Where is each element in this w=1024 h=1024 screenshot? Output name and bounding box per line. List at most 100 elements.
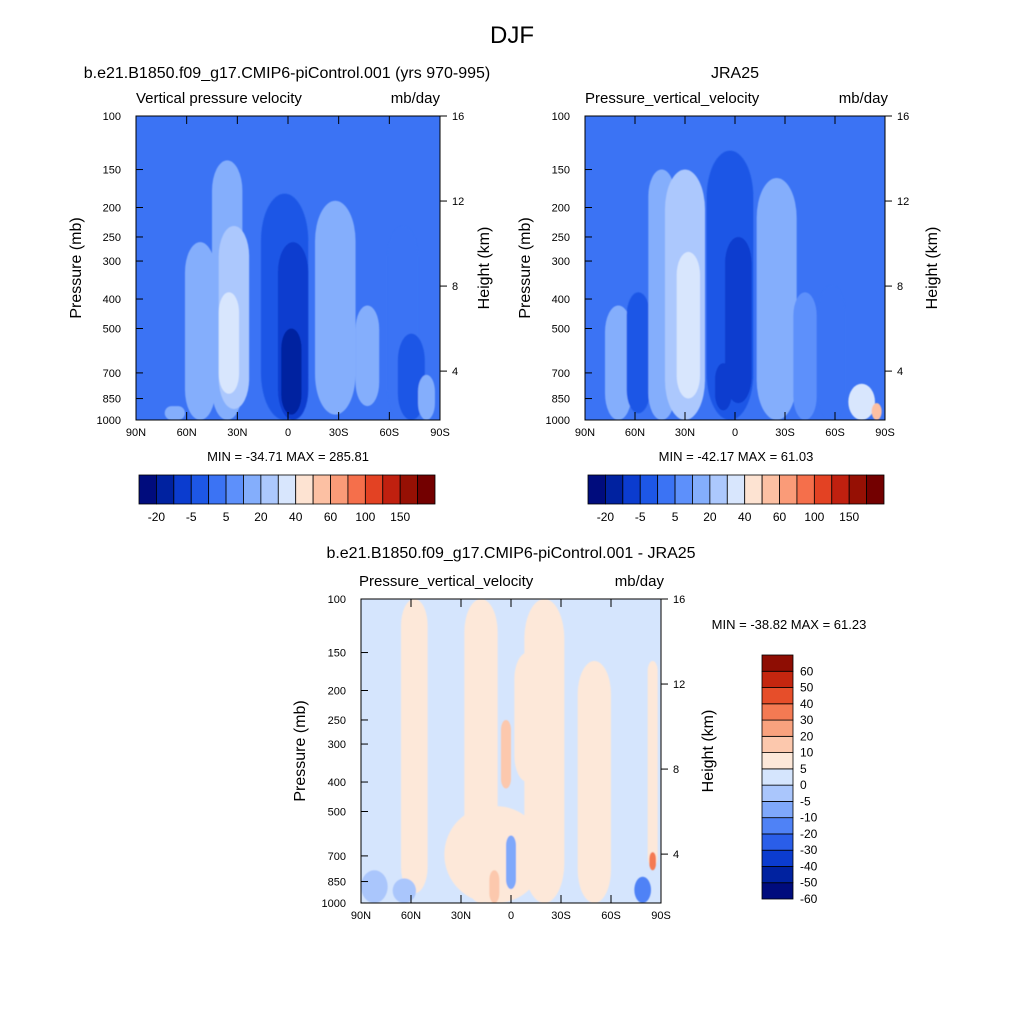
x-tick-label: 60N: [177, 427, 197, 439]
contour-feature: [506, 835, 516, 890]
y-tick-label: 400: [328, 777, 346, 789]
y-tick-label: 100: [328, 594, 346, 606]
panel-model: b.e21.B1850.f09_g17.CMIP6-piControl.001 …: [68, 65, 493, 524]
contour-feature: [725, 236, 752, 404]
colorbar-label: 100: [355, 510, 375, 524]
colorbar-box: [761, 882, 794, 900]
y-right-tick-label: 4: [897, 366, 903, 378]
colorbar-box: [761, 768, 794, 786]
y-tick-label: 850: [552, 394, 570, 406]
y-tick-label: 200: [552, 203, 570, 215]
contour-feature: [514, 652, 541, 783]
colorbar-box: [156, 474, 175, 505]
colorbar-box: [761, 752, 794, 770]
y-tick-label: 100: [552, 111, 570, 123]
contour-feature: [361, 870, 388, 903]
y-tick-label: 300: [328, 739, 346, 751]
colorbar-box: [761, 817, 794, 835]
contour-feature: [605, 305, 632, 420]
colorbar-label: -20: [148, 510, 166, 524]
colorbar-box: [831, 474, 850, 505]
min-max-stats: MIN = -34.71 MAX = 285.81: [207, 449, 369, 464]
contour-field: 90N 60N 30N 0 30S 60S 90S 100 150 200 250 300 400 500…: [322, 594, 686, 922]
colorbar-label: 100: [804, 510, 824, 524]
colorbar-box: [726, 474, 746, 505]
contour-feature: [489, 870, 500, 903]
y-axis-right-label: Height (km): [700, 710, 717, 793]
x-tick-label: 60N: [625, 427, 645, 439]
variable-label: Pressure_vertical_velocity: [585, 90, 760, 107]
y-axis-right-label: Height (km): [924, 227, 941, 310]
y-tick-label: 1000: [546, 415, 570, 427]
colorbar-label: 20: [703, 510, 717, 524]
units-label: mb/day: [391, 90, 441, 107]
colorbar-box: [848, 474, 867, 505]
y-tick-label: 200: [103, 203, 121, 215]
colorbar-box: [761, 833, 794, 851]
y-tick-label: 500: [328, 806, 346, 818]
colorbar-box: [761, 687, 794, 705]
y-right-tick-label: 16: [897, 111, 909, 123]
colorbar-box: [277, 474, 297, 505]
colorbar-box: [399, 474, 418, 505]
x-tick-label: 30S: [775, 427, 795, 439]
contour-feature: [315, 200, 356, 415]
colorbar-box: [639, 474, 659, 505]
contour-feature: [871, 403, 882, 420]
y-axis-label: Pressure (mb): [517, 217, 534, 318]
contour-feature: [418, 374, 435, 420]
colorbar-label: 60: [773, 510, 787, 524]
variable-label: Vertical pressure velocity: [136, 90, 302, 107]
y-tick-label: 400: [552, 294, 570, 306]
colorbar-box: [709, 474, 728, 505]
colorbar-label: -40: [800, 859, 818, 873]
y-tick-label: 150: [328, 648, 346, 660]
colorbar-label: 50: [800, 681, 814, 695]
colorbar-label: -5: [186, 510, 197, 524]
x-tick-label: 60S: [825, 427, 845, 439]
colorbar-label: 5: [800, 762, 807, 776]
panel-title: b.e21.B1850.f09_g17.CMIP6-piControl.001 …: [326, 545, 695, 562]
y-tick-label: 300: [552, 256, 570, 268]
contour-feature: [392, 878, 416, 903]
contour-feature: [848, 383, 875, 420]
colorbar-box: [761, 784, 794, 802]
y-tick-label: 500: [552, 323, 570, 335]
y-tick-label: 250: [328, 715, 346, 727]
colorbar-box: [761, 849, 794, 867]
panel-title: JRA25: [711, 65, 759, 82]
contour-feature: [649, 852, 656, 871]
colorbar-box: [657, 474, 676, 505]
colorbar-label: 60: [324, 510, 338, 524]
colorbar-box: [692, 474, 711, 505]
colorbar-box: [382, 474, 401, 505]
contour-feature: [444, 806, 545, 903]
colorbar-box: [587, 474, 606, 505]
y-axis-right-label: Height (km): [476, 227, 493, 310]
colorbar-box: [347, 474, 366, 505]
contour-feature: [281, 328, 302, 415]
y-right-tick-label: 4: [452, 366, 458, 378]
colorbar-box: [761, 866, 794, 884]
colorbar-box: [417, 474, 436, 505]
colorbar-box: [813, 474, 833, 505]
y-tick-label: 700: [103, 368, 121, 380]
colorbar-box: [173, 474, 192, 505]
x-tick-label: 30N: [451, 910, 471, 922]
y-tick-label: 100: [103, 111, 121, 123]
x-tick-label: 90S: [430, 427, 450, 439]
panel-difference: b.e21.B1850.f09_g17.CMIP6-piControl.001 …: [292, 545, 866, 922]
colorbar-label: -30: [800, 843, 818, 857]
y-tick-label: 400: [103, 294, 121, 306]
colorbar-box: [225, 474, 244, 505]
y-tick-label: 300: [103, 256, 121, 268]
colorbar-label: -50: [800, 876, 818, 890]
x-tick-label: 90N: [351, 910, 371, 922]
colorbar-label: 40: [738, 510, 752, 524]
y-tick-label: 700: [328, 851, 346, 863]
colorbar-box: [605, 474, 624, 505]
contour-field: 90N 60N 30N 0 30S 60S 90S 100 150 200 250 300 400 500…: [97, 111, 465, 439]
y-tick-label: 850: [328, 877, 346, 889]
units-label: mb/day: [615, 573, 665, 590]
x-tick-label: 60N: [401, 910, 421, 922]
